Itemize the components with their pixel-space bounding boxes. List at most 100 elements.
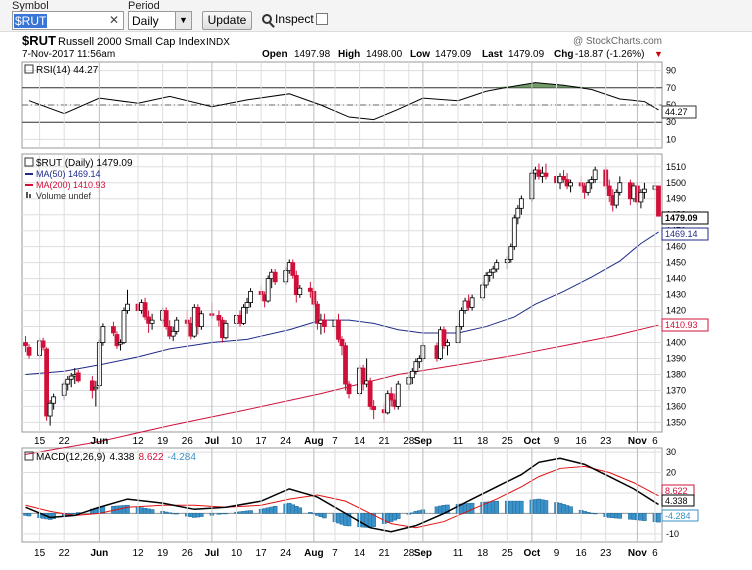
- candle-body: [65, 378, 71, 385]
- price-tick-label: 1420: [666, 306, 686, 316]
- candle-body: [617, 182, 623, 193]
- x-tick-label: Jul: [205, 548, 220, 559]
- candle-body: [23, 342, 28, 347]
- price-last-badge: 1479.09: [661, 211, 709, 225]
- candle-body: [409, 370, 415, 379]
- rsi-tick-label: 30: [666, 117, 676, 127]
- update-button[interactable]: Update: [202, 11, 252, 30]
- macd-panel-frame: [21, 447, 663, 543]
- candle-body: [367, 380, 373, 407]
- clear-symbol-icon[interactable]: ✕: [108, 13, 119, 27]
- low-label: Low: [410, 49, 430, 60]
- candle-body: [314, 303, 320, 324]
- macd-legend-macd: 4.338: [109, 452, 134, 463]
- rsi-tick-label: 90: [666, 66, 676, 76]
- x-axis-layer: 15 22 Jun 12 19 26 Jul 10 17 24 Aug 7 14 21 28 Sep 11 18 2…: [34, 62, 658, 559]
- price-tick-label: 1400: [666, 338, 686, 348]
- x-tick-label: 14: [354, 548, 366, 559]
- x-tick-label: 16: [576, 436, 588, 447]
- candle-body: [293, 275, 299, 295]
- macd-line-value: 4.338: [665, 496, 688, 506]
- x-tick-label: Nov: [628, 436, 647, 447]
- macd-histogram-bar: [223, 513, 229, 515]
- x-tick-label: Sep: [414, 548, 432, 559]
- macd-layer: 3020100-10: [22, 447, 679, 539]
- candle-body: [543, 172, 549, 177]
- x-tick-label: 18: [477, 548, 489, 559]
- candle-body: [265, 278, 271, 302]
- high-label: High: [338, 49, 360, 60]
- candle-body: [51, 396, 57, 404]
- x-tick-label: 11: [453, 436, 464, 447]
- inspect-label: Inspect: [275, 12, 314, 26]
- ma50-badge: 1469.14: [661, 227, 709, 241]
- header-symbol: $RUT: [22, 33, 56, 48]
- x-tick-label: Aug: [304, 436, 323, 447]
- x-tick-label: 26: [182, 436, 194, 447]
- candle-body: [339, 338, 345, 347]
- macd-hist-badge: -4.284: [661, 509, 699, 522]
- price-tick-label: 1380: [666, 369, 686, 379]
- candle-body: [445, 342, 450, 347]
- candle-body: [93, 386, 99, 390]
- macd-histogram-bar: [494, 500, 499, 514]
- period-select-value[interactable]: Daily: [132, 14, 159, 28]
- symbol-input-value[interactable]: $RUT: [14, 14, 48, 28]
- macd-histogram-bar: [656, 513, 661, 523]
- macd-histogram-bar: [346, 513, 352, 527]
- price-tick-label: 1390: [666, 354, 686, 364]
- macd-histogram-bar: [519, 500, 524, 514]
- inspect-checkbox[interactable]: [315, 12, 328, 25]
- candle-body: [343, 345, 348, 385]
- price-tick-label: 1430: [666, 290, 686, 300]
- candle-body: [290, 262, 296, 276]
- candle-body: [47, 402, 53, 417]
- inspect-toggle[interactable]: Inspect: [262, 12, 328, 26]
- price-layer: 1510150014901480147014601450144014301420…: [22, 162, 686, 455]
- period-select[interactable]: Daily ▼: [128, 11, 192, 30]
- candle-body: [125, 303, 130, 311]
- x-tick-label: 25: [502, 436, 514, 447]
- x-tick-label: 10: [231, 436, 243, 447]
- symbol-input[interactable]: $RUT ✕: [12, 11, 124, 30]
- macd-legend-swatch: [24, 451, 34, 461]
- x-tick-label: 14: [354, 436, 366, 447]
- candle-body: [561, 175, 566, 180]
- macd-legend-hist: -4.284: [168, 452, 197, 463]
- x-tick-label: 26: [182, 548, 194, 559]
- ma200-legend-text: MA(200) 1410.93: [36, 180, 106, 190]
- x-tick-label: 22: [59, 548, 71, 559]
- chevron-down-icon[interactable]: ▼: [175, 12, 191, 29]
- x-tick-label: 18: [477, 436, 489, 447]
- header-datetime: 7-Nov-2017 11:56am: [22, 49, 115, 60]
- x-tick-label: 17: [256, 436, 268, 447]
- macd-tick-label: 30: [666, 447, 676, 457]
- macd-tick-label: -10: [666, 529, 679, 539]
- macd-histogram-bar: [396, 513, 401, 519]
- x-tick-label: 16: [576, 548, 588, 559]
- macd-line-badge: 4.338: [661, 494, 695, 507]
- price-tick-label: 1450: [666, 258, 686, 268]
- x-tick-label: 12: [132, 436, 144, 447]
- ma200-value: 1410.93: [665, 320, 698, 330]
- macd-legend: MACD(12,26,9) 4.338 8.622 -4.284: [24, 451, 197, 463]
- x-tick-label: 24: [280, 548, 292, 559]
- macd-signal-line: [25, 465, 659, 529]
- magnifier-icon: [262, 14, 272, 24]
- x-tick-label: Jun: [90, 548, 108, 559]
- chart-header: $RUT Russell 2000 Small Cap Index INDX @…: [22, 33, 663, 60]
- ma50-legend-text: MA(50) 1469.14: [36, 169, 101, 179]
- macd-histogram-bar: [199, 513, 204, 517]
- macd-histogram-bar: [51, 513, 56, 519]
- x-tick-label: 17: [256, 548, 268, 559]
- rsi-tick-label: 50: [666, 100, 676, 110]
- candle-body: [469, 297, 475, 308]
- candle-body: [385, 393, 391, 414]
- candle-body: [441, 329, 447, 347]
- rsi-tick-label: 70: [666, 83, 676, 93]
- price-tick-label: 1510: [666, 162, 686, 172]
- candle-body: [297, 287, 303, 295]
- candle-body: [26, 346, 32, 356]
- ma50-line: [25, 231, 659, 375]
- price-legend-swatch: [24, 157, 34, 167]
